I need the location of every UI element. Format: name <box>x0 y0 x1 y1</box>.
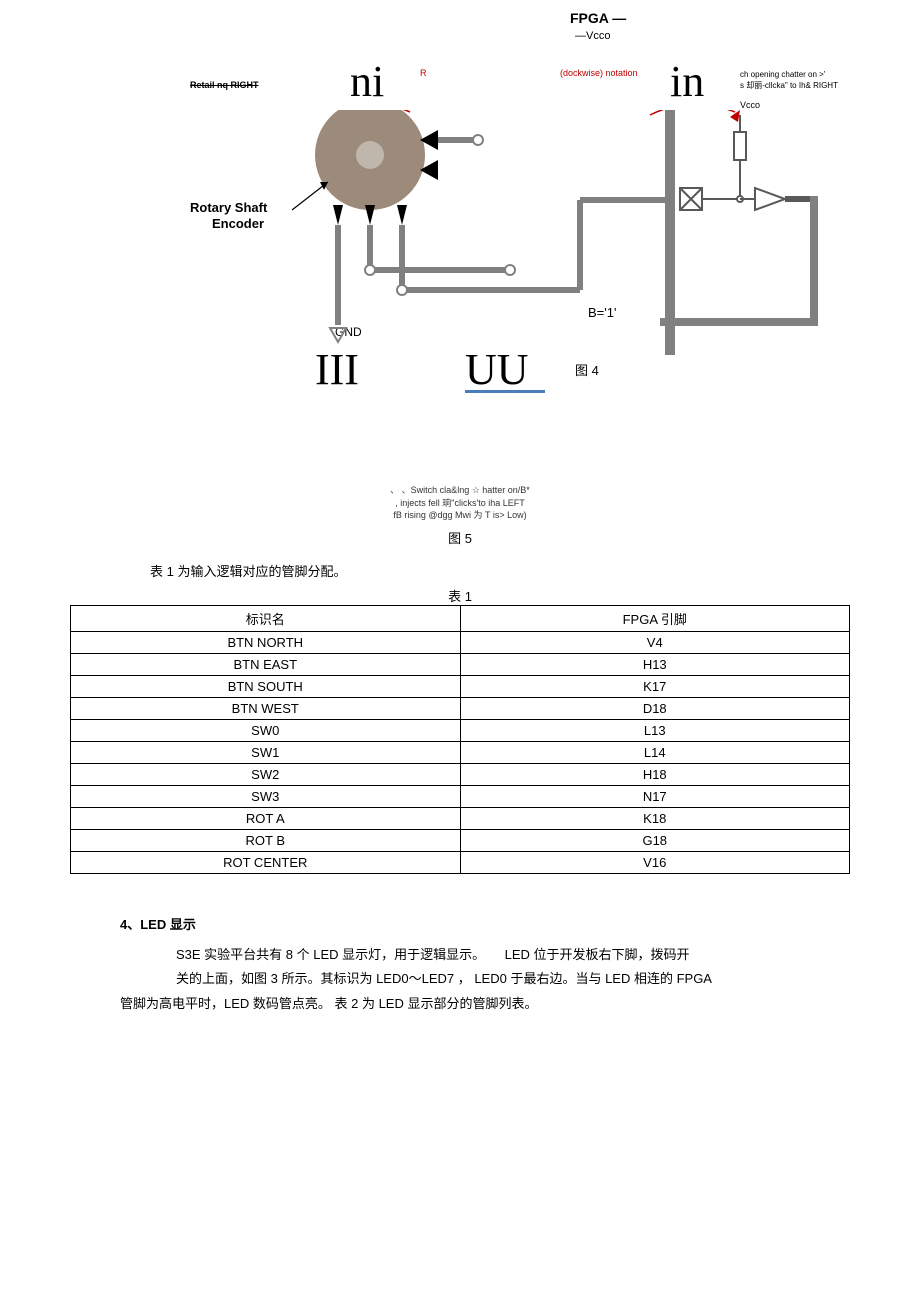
chatter-right-1: ch opening chatter on >' <box>740 70 825 79</box>
dockwise-label: (dockwise) notation <box>560 68 638 78</box>
r-letter: R <box>420 68 427 78</box>
section4-title: 4、LED 显示 <box>120 914 880 933</box>
table-row: BTN WESTD18 <box>71 697 850 719</box>
table-row: ROT BG18 <box>71 829 850 851</box>
fpga-label: FPGA — <box>570 10 626 26</box>
glyph-ni: ni <box>350 60 384 104</box>
table-row: SW0L13 <box>71 719 850 741</box>
table-row: SW3N17 <box>71 785 850 807</box>
table-header-row: 标识名 FPGA 引脚 <box>71 605 850 631</box>
table-row: BTN SOUTHK17 <box>71 675 850 697</box>
table-row: BTN NORTHV4 <box>71 631 850 653</box>
section4-p2: 关的上面，如图 3 所示。其标识为 LED0〜LED7 ， LED0 于最右边。… <box>150 967 800 992</box>
footnote-2: , injects fell 珦"clicks'to iha LEFT <box>40 497 880 510</box>
col-header-pin: FPGA 引脚 <box>460 605 850 631</box>
vcco-top-label: —Vcco <box>575 30 610 42</box>
table-row: ROT CENTERV16 <box>71 851 850 873</box>
section4-p3: 管脚为高电平时，LED 数码管点亮。 表 2 为 LED 显示部分的管脚列表。 <box>120 992 800 1017</box>
table-row: SW2H18 <box>71 763 850 785</box>
table1-caption: 表 1 <box>40 586 880 605</box>
diagram-footnotes: 、 、Switch cla&lng ☆ hatter on/B* , injec… <box>40 484 880 522</box>
footnote-3: fB rising @dgg Mwi 为 T is> Low) <box>40 509 880 522</box>
figure5-caption: 图 5 <box>40 528 880 547</box>
glyph-in: in <box>670 60 704 104</box>
pin-table: 标识名 FPGA 引脚 BTN NORTHV4 BTN EASTH13 BTN … <box>70 605 850 874</box>
retail-right: Retail nq RIGHT <box>190 80 259 90</box>
chatter-right-2: s 却丽-cllcka" to Ih& RIGHT <box>740 80 838 91</box>
table-row: ROT AK18 <box>71 807 850 829</box>
table-row: BTN EASTH13 <box>71 653 850 675</box>
rotary-encoder-diagram: FPGA — —Vcco ni in R (dockwise) notation… <box>40 110 880 480</box>
col-header-name: 标识名 <box>71 605 461 631</box>
table-row: SW1L14 <box>71 741 850 763</box>
vcco-mid-label: Vcco <box>740 100 760 110</box>
section4-p1: S3E 实验平台共有 8 个 LED 显示灯，用于逻辑显示。 LED 位于开发板… <box>150 943 800 968</box>
footnote-1: 、 、Switch cla&lng ☆ hatter on/B* <box>40 484 880 497</box>
table1-intro: 表 1 为输入逻辑对应的管脚分配。 <box>150 561 880 580</box>
diagram-svg <box>40 110 880 480</box>
